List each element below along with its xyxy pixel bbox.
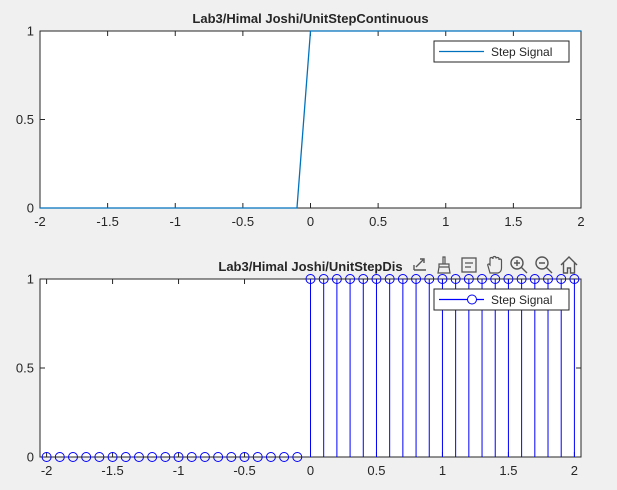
- x-tick-label: -0.5: [232, 214, 254, 229]
- x-tick-label: 2: [577, 214, 584, 229]
- zoom-in-icon[interactable]: [509, 255, 529, 275]
- x-tick-label: 0.5: [367, 463, 385, 478]
- stem-marker: [94, 452, 105, 462]
- stem-marker: [477, 274, 488, 284]
- home-icon[interactable]: [559, 255, 579, 275]
- chart-title: Lab3/Himal Joshi/UnitStepContinuous: [192, 11, 428, 26]
- x-tick-label: -1: [169, 214, 181, 229]
- stem-marker: [107, 452, 118, 462]
- stem-marker: [503, 274, 514, 284]
- legend-marker: [467, 294, 477, 305]
- stem-marker: [213, 452, 224, 462]
- y-tick-label: 1: [27, 24, 34, 39]
- stem-marker: [358, 274, 369, 284]
- legend-box: [433, 40, 570, 63]
- x-tick-label: 0: [307, 463, 314, 478]
- stem-marker: [120, 452, 131, 462]
- stem-marker: [543, 274, 554, 284]
- stem-marker: [199, 452, 210, 462]
- legend[interactable]: Step Signal: [433, 40, 570, 63]
- continuous-step-axes: -2 -1.5 -1 -0.5 0 0.5 1 1.5 2 0 0.5 1 Lab3/Himal Jos…: [16, 11, 585, 229]
- stem-marker: [147, 452, 158, 462]
- stem-marker: [279, 452, 290, 462]
- stem-marker: [437, 274, 448, 284]
- x-tick-label: -2: [41, 463, 53, 478]
- discrete-step-axes: -2 -1.5 -1 -0.5 0 0.5 1 1.5 2 0 0.5 1 Lab3/Himal Jos…: [16, 259, 582, 478]
- stem-marker: [265, 452, 276, 462]
- stem-marker: [226, 452, 237, 462]
- y-tick-label: 1: [27, 272, 34, 287]
- stem-marker: [397, 274, 408, 284]
- x-tick-label: -1.5: [96, 214, 118, 229]
- x-tick-label: -0.5: [233, 463, 255, 478]
- x-tick-label: -2: [34, 214, 46, 229]
- stem-marker: [67, 452, 78, 462]
- x-tick-label: 1: [442, 214, 449, 229]
- stem-marker: [371, 274, 382, 284]
- stem-marker: [516, 274, 527, 284]
- stem-marker: [133, 452, 144, 462]
- stem-marker: [529, 274, 540, 284]
- stem-marker: [54, 452, 65, 462]
- stem-marker: [81, 452, 92, 462]
- stem-marker: [160, 452, 171, 462]
- stem-marker: [292, 452, 303, 462]
- brush-icon[interactable]: [434, 255, 454, 275]
- x-tick-label: 1: [439, 463, 446, 478]
- stem-marker: [345, 274, 356, 284]
- x-tick-label: 0.5: [369, 214, 387, 229]
- pan-icon[interactable]: [484, 255, 504, 275]
- axes-toolbar: [410, 255, 579, 275]
- stem-marker: [556, 274, 567, 284]
- stem-marker: [239, 452, 250, 462]
- stem-marker: [490, 274, 501, 284]
- legend-label: Step Signal: [491, 293, 552, 307]
- zoom-out-icon[interactable]: [534, 255, 554, 275]
- x-tick-label: -1: [173, 463, 185, 478]
- stem-marker: [411, 274, 422, 284]
- x-tick-label: 1.5: [499, 463, 517, 478]
- chart-title: Lab3/Himal Joshi/UnitStepDis: [218, 259, 402, 274]
- stem-marker: [569, 274, 580, 284]
- y-tick-label: 0.5: [16, 361, 34, 376]
- stem-marker: [318, 274, 329, 284]
- stem-marker: [252, 452, 263, 462]
- stem-marker: [450, 274, 461, 284]
- y-tick-label: 0: [27, 450, 34, 465]
- legend-label: Step Signal: [491, 45, 552, 59]
- x-tick-label: 1.5: [504, 214, 522, 229]
- stem-marker: [424, 274, 435, 284]
- legend[interactable]: Step Signal: [433, 288, 570, 311]
- stem-marker: [186, 452, 197, 462]
- stem-marker: [305, 274, 316, 284]
- stem-marker: [331, 274, 342, 284]
- stem-marker: [463, 274, 474, 284]
- x-tick-label: 0: [307, 214, 314, 229]
- y-tick-label: 0.5: [16, 112, 34, 127]
- series-line: [40, 30, 581, 209]
- legend-box: [433, 288, 570, 311]
- x-tick-label: 2: [571, 463, 578, 478]
- stem-marker: [384, 274, 395, 284]
- export-icon[interactable]: [410, 255, 430, 275]
- y-tick-label: 0: [27, 201, 34, 216]
- x-tick-label: -1.5: [101, 463, 123, 478]
- stem-marker: [41, 452, 52, 462]
- stem-marker: [173, 452, 184, 462]
- data-tips-icon[interactable]: [459, 255, 479, 275]
